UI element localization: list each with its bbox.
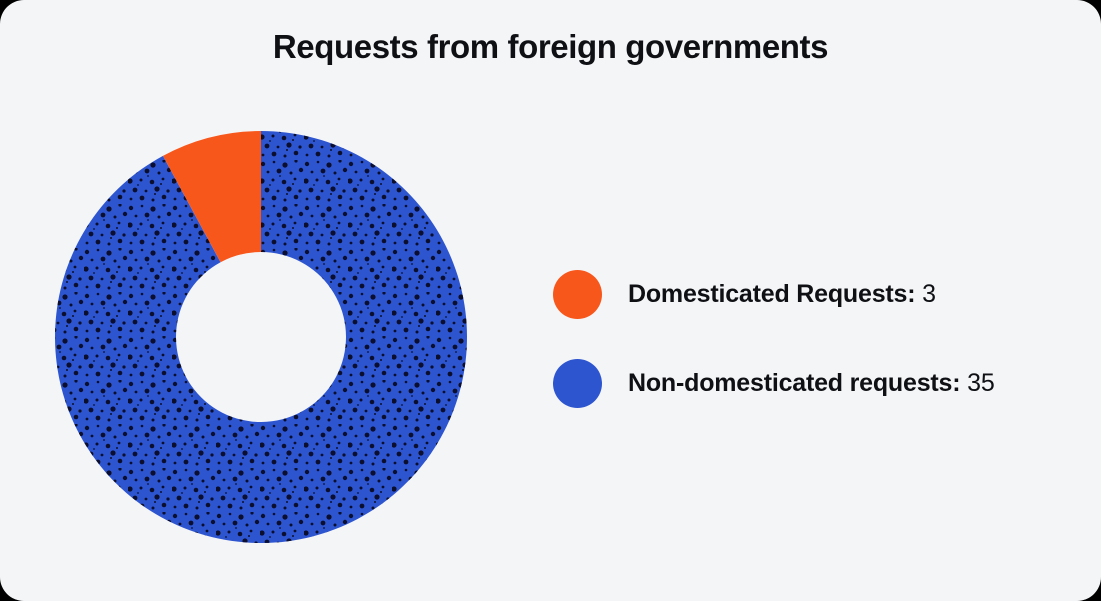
legend-value: 3	[922, 280, 936, 308]
donut-chart-svg	[54, 131, 467, 543]
legend-value: 35	[967, 369, 995, 397]
donut-segment-domesticated	[162, 131, 261, 263]
legend-item-non-domesticated: Non-domesticated requests: 35	[553, 359, 995, 408]
legend: Domesticated Requests: 3 Non-domesticate…	[553, 270, 995, 448]
legend-swatch-domesticated-icon	[553, 270, 602, 319]
chart-title: Requests from foreign governments	[272, 28, 829, 65]
legend-swatch-non-domesticated-icon	[553, 359, 602, 408]
donut-chart	[40, 116, 482, 558]
legend-item-domesticated: Domesticated Requests: 3	[553, 270, 995, 319]
legend-label-text: Domesticated Requests:	[628, 280, 916, 308]
donut-segment-non-domesticated-texture	[54, 131, 467, 543]
legend-label-non-domesticated: Non-domesticated requests: 35	[628, 369, 995, 398]
legend-label-text: Non-domesticated requests:	[628, 369, 961, 397]
legend-label-domesticated: Domesticated Requests: 3	[628, 280, 936, 309]
